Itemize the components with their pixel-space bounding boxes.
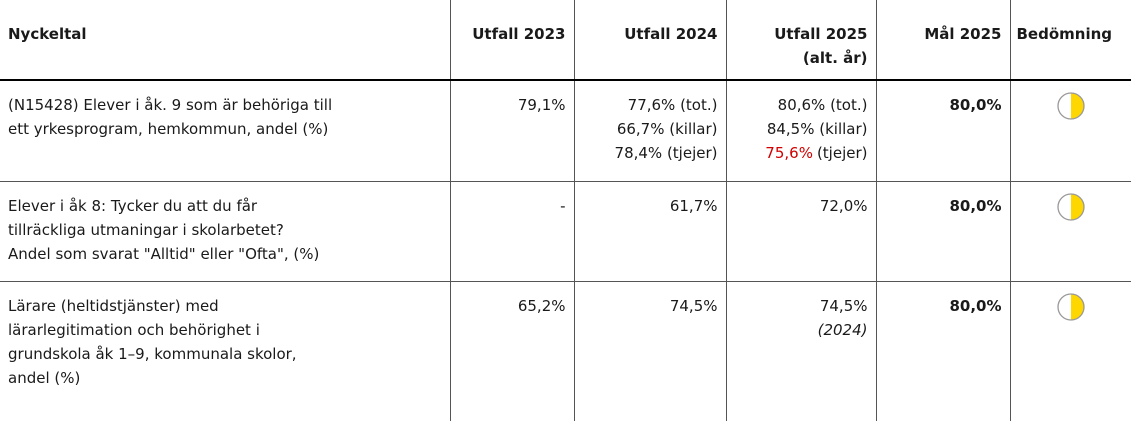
value-cell: 74,5% (2024) <box>725 280 876 421</box>
icon-border <box>1057 92 1085 120</box>
cell-line: lärarlegitimation och behörighet i <box>8 320 260 339</box>
cell-line: andel (%) <box>8 368 81 387</box>
cell-line: Utfall 2025 <box>774 25 868 43</box>
cell-line: (2024) <box>735 318 868 342</box>
assessment-cell <box>1009 180 1131 281</box>
cell-line: 66,7% (killar) <box>616 120 718 138</box>
value-cell: 79,1% <box>449 80 574 181</box>
goal-cell: 80,0% <box>875 280 1010 421</box>
cell-line: Bedömning <box>1016 25 1113 43</box>
cell-line: Elever i åk 8: Tycker du att du får <box>8 196 258 215</box>
indicator-cell: Lärare (heltidstjänster) med lärarlegitim… <box>0 280 450 421</box>
header-row: Nyckeltal Utfall 2023 Utfall 2024 Utfall 20… <box>0 0 1131 81</box>
italic-note: (2024) <box>817 320 868 339</box>
goal-value: 80,0% <box>949 96 1002 114</box>
highlight-value: 75,6% <box>765 144 813 162</box>
cell-line: 65,2% <box>517 296 566 315</box>
cell-line: (N15428) Elever i åk. 9 som är behöriga … <box>8 96 333 114</box>
indicator-cell: Elever i åk 8: Tycker du att du får tillr… <box>0 180 450 281</box>
half-moon-icon <box>1057 292 1085 321</box>
goal-cell: 80,0% <box>875 180 1010 281</box>
column-header: Utfall 2023 <box>449 0 574 81</box>
cell-line: 79,1% <box>517 96 566 114</box>
assessment-cell <box>1009 80 1131 181</box>
cell-line: 61,7% <box>669 196 718 215</box>
table-row: (N15428) Elever i åk. 9 som är behöriga … <box>0 80 1131 181</box>
cell-line: - <box>560 196 566 215</box>
goal-cell: 80,0% <box>875 80 1010 181</box>
cell-line: (alt. år) <box>802 49 868 67</box>
value-cell: 61,7% <box>573 180 726 281</box>
icon-fill <box>1070 293 1084 320</box>
cell-line: Nyckeltal <box>8 25 87 43</box>
cell-line: tillräckliga utmaningar i skolarbetet? <box>8 220 284 239</box>
cell-line: 74,5% <box>819 296 868 315</box>
cell-line: Lärare (heltidstjänster) med <box>8 296 219 315</box>
table-row: Elever i åk 8: Tycker du att du får tillr… <box>0 180 1131 281</box>
goal-value: 80,0% <box>949 196 1002 215</box>
table-body: (N15428) Elever i åk. 9 som är behöriga … <box>0 80 1131 421</box>
cell-line: grundskola åk 1–9, kommunala skolor, <box>8 344 297 363</box>
value-cell: - <box>449 180 574 281</box>
value-cell: 80,6% (tot.) 84,5% (killar) 75,6% (tjejer) <box>725 80 876 181</box>
half-moon-icon <box>1057 192 1085 221</box>
column-header: Nyckeltal <box>0 0 450 81</box>
cell-line: 75,6% (tjejer) <box>735 141 868 165</box>
cell-line: 74,5% <box>669 296 718 315</box>
cell-line: Andel som svarat "Alltid" eller "Ofta", … <box>8 244 320 263</box>
icon-fill <box>1070 193 1084 220</box>
value-cell: 65,2% <box>449 280 574 421</box>
column-header: Utfall 2024 <box>573 0 726 81</box>
cell-line: 72,0% <box>819 196 868 215</box>
cell-line: 77,6% (tot.) <box>627 96 718 114</box>
icon-border <box>1057 292 1085 321</box>
half-moon-icon <box>1057 92 1085 120</box>
column-header: Mål 2025 <box>875 0 1010 81</box>
cell-line: 80,6% (tot.) <box>777 96 868 114</box>
goal-value: 80,0% <box>949 296 1002 315</box>
cell-line: Utfall 2024 <box>624 25 718 43</box>
indicator-cell: (N15428) Elever i åk. 9 som är behöriga … <box>0 80 450 181</box>
cell-line: Utfall 2023 <box>472 25 566 43</box>
value-cell: 77,6% (tot.) 66,7% (killar) 78,4% (tjejer) <box>573 80 726 181</box>
column-header: Utfall 2025 (alt. år) <box>725 0 876 81</box>
assessment-cell <box>1009 280 1131 421</box>
icon-fill <box>1070 93 1084 119</box>
cell-line: ett yrkesprogram, hemkommun, andel (%) <box>8 120 329 138</box>
cell-text: (tjejer) <box>816 144 868 162</box>
cell-line: 78,4% (tjejer) <box>614 144 718 162</box>
value-cell: 72,0% <box>725 180 876 281</box>
icon-border <box>1057 192 1085 221</box>
cell-line: 84,5% (killar) <box>766 120 868 138</box>
cell-line: Mål 2025 <box>924 25 1002 43</box>
table-row: Lärare (heltidstjänster) med lärarlegitim… <box>0 280 1131 421</box>
column-header: Bedömning <box>1009 0 1131 81</box>
value-cell: 74,5% <box>573 280 726 421</box>
